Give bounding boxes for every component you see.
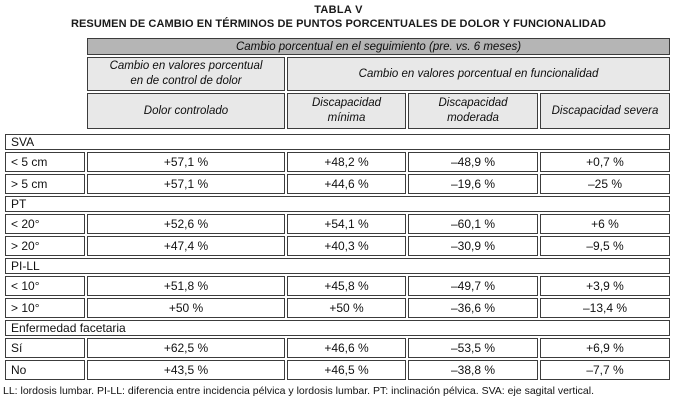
value-cell: +50 % (287, 298, 406, 318)
table-row: > 10° +50 % +50 % –36,6 % –13,4 % (5, 298, 671, 318)
value-cell: –49,7 % (408, 276, 538, 296)
value-cell: –9,5 % (540, 236, 671, 256)
section-header-sva: SVA (5, 134, 671, 150)
header-table: Cambio porcentual en el seguimiento (pre… (85, 36, 672, 131)
value-cell: +0,7 % (540, 152, 671, 172)
section-row-pill: PI-LL (5, 258, 671, 274)
table-caption: RESUMEN DE CAMBIO EN TÉRMINOS DE PUNTOS … (70, 18, 607, 30)
value-cell: –30,9 % (408, 236, 538, 256)
value-cell: –13,4 % (540, 298, 671, 318)
table-row: < 10° +51,8 % +45,8 % –49,7 % +3,9 % (5, 276, 671, 296)
header-row-columns: Dolor controlado Discapacidad mínima Dis… (87, 93, 671, 129)
value-cell: –25 % (540, 174, 671, 194)
value-cell: –60,1 % (408, 214, 538, 234)
row-label: Sí (5, 338, 85, 358)
table-row: < 5 cm +57,1 % +48,2 % –48,9 % +0,7 % (5, 152, 671, 172)
table-row: No +43,5 % +46,5 % –38,8 % –7,7 % (5, 360, 671, 380)
value-cell: +40,3 % (287, 236, 406, 256)
header-col-discapacidad-moderada: Discapacidad moderada (408, 93, 538, 129)
value-cell: +47,4 % (87, 236, 285, 256)
section-row-facetaria: Enfermedad facetaria (5, 320, 671, 336)
header-row-followup: Cambio porcentual en el seguimiento (pre… (87, 38, 671, 55)
value-cell: +57,1 % (87, 174, 285, 194)
value-cell: +46,5 % (287, 360, 406, 380)
value-cell: +52,6 % (87, 214, 285, 234)
header-followup-cell: Cambio porcentual en el seguimiento (pre… (87, 38, 671, 55)
row-label: > 5 cm (5, 174, 85, 194)
data-table: SVA < 5 cm +57,1 % +48,2 % –48,9 % +0,7 … (3, 132, 672, 382)
value-cell: –53,5 % (408, 338, 538, 358)
header-row-groups: Cambio en valores porcentual en de contr… (87, 57, 671, 91)
value-cell: +48,2 % (287, 152, 406, 172)
section-row-sva: SVA (5, 134, 671, 150)
header-group-pain-cell: Cambio en valores porcentual en de contr… (87, 57, 285, 91)
value-cell: +57,1 % (87, 152, 285, 172)
value-cell: +43,5 % (87, 360, 285, 380)
value-cell: –19,6 % (408, 174, 538, 194)
header-col-dolor-controlado: Dolor controlado (87, 93, 285, 129)
value-cell: +3,9 % (540, 276, 671, 296)
value-cell: +62,5 % (87, 338, 285, 358)
footnote: LL: lordosis lumbar. PI-LL: diferencia e… (3, 385, 595, 397)
header-col-discapacidad-severa: Discapacidad severa (540, 93, 671, 129)
header-group-functionality-cell: Cambio en valores porcentual en funciona… (287, 57, 671, 91)
section-header-pt: PT (5, 196, 671, 212)
value-cell: +51,8 % (87, 276, 285, 296)
value-cell: –7,7 % (540, 360, 671, 380)
value-cell: –36,6 % (408, 298, 538, 318)
row-label: > 20° (5, 236, 85, 256)
row-label: No (5, 360, 85, 380)
table-row: > 5 cm +57,1 % +44,6 % –19,6 % –25 % (5, 174, 671, 194)
section-header-pill: PI-LL (5, 258, 671, 274)
row-label: < 10° (5, 276, 85, 296)
value-cell: +6 % (540, 214, 671, 234)
table-number: TABLA V (314, 4, 363, 16)
value-cell: +54,1 % (287, 214, 406, 234)
row-label: > 10° (5, 298, 85, 318)
section-row-pt: PT (5, 196, 671, 212)
value-cell: –48,9 % (408, 152, 538, 172)
row-label: < 5 cm (5, 152, 85, 172)
table-row: > 20° +47,4 % +40,3 % –30,9 % –9,5 % (5, 236, 671, 256)
section-header-facetaria: Enfermedad facetaria (5, 320, 671, 336)
table-row: Sí +62,5 % +46,6 % –53,5 % +6,9 % (5, 338, 671, 358)
header-col-discapacidad-minima: Discapacidad mínima (287, 93, 406, 129)
value-cell: +6,9 % (540, 338, 671, 358)
value-cell: –38,8 % (408, 360, 538, 380)
value-cell: +50 % (87, 298, 285, 318)
value-cell: +45,8 % (287, 276, 406, 296)
row-label: < 20° (5, 214, 85, 234)
table-row: < 20° +52,6 % +54,1 % –60,1 % +6 % (5, 214, 671, 234)
value-cell: +44,6 % (287, 174, 406, 194)
table-title-block: TABLA V RESUMEN DE CAMBIO EN TÉRMINOS DE… (0, 0, 677, 30)
value-cell: +46,6 % (287, 338, 406, 358)
